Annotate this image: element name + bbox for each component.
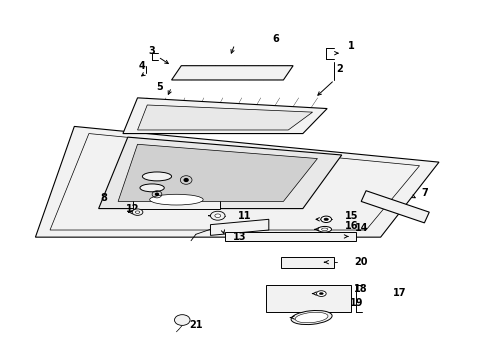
Text: 12: 12 <box>126 203 139 213</box>
Ellipse shape <box>214 214 220 217</box>
Text: 1: 1 <box>347 41 354 51</box>
Text: 14: 14 <box>354 223 367 233</box>
Ellipse shape <box>140 184 164 192</box>
Ellipse shape <box>174 315 190 325</box>
Text: 2: 2 <box>335 64 342 74</box>
Polygon shape <box>132 191 220 208</box>
Text: 21: 21 <box>189 320 202 330</box>
Polygon shape <box>137 105 312 130</box>
Text: 19: 19 <box>349 298 362 308</box>
Ellipse shape <box>319 293 323 295</box>
Polygon shape <box>224 232 356 241</box>
Ellipse shape <box>135 211 140 213</box>
Text: 5: 5 <box>156 82 163 92</box>
Ellipse shape <box>295 312 327 323</box>
Ellipse shape <box>149 194 203 205</box>
Text: 7: 7 <box>420 188 427 198</box>
Polygon shape <box>266 285 351 312</box>
Text: 3: 3 <box>148 46 155 57</box>
Text: 20: 20 <box>354 257 367 267</box>
Polygon shape <box>35 126 438 237</box>
Text: 17: 17 <box>392 288 406 297</box>
Ellipse shape <box>210 211 224 220</box>
Text: 18: 18 <box>354 284 367 294</box>
Ellipse shape <box>142 172 171 181</box>
Text: 9: 9 <box>165 171 172 181</box>
Circle shape <box>155 193 158 195</box>
Polygon shape <box>281 257 334 267</box>
Text: 15: 15 <box>344 211 358 221</box>
Polygon shape <box>361 191 428 223</box>
Text: 6: 6 <box>272 34 279 44</box>
Ellipse shape <box>132 209 142 215</box>
Text: 4: 4 <box>139 61 145 71</box>
Polygon shape <box>171 66 292 80</box>
Text: 10: 10 <box>162 182 176 192</box>
Polygon shape <box>118 144 317 202</box>
Text: 8: 8 <box>100 193 107 203</box>
Polygon shape <box>99 137 341 208</box>
Ellipse shape <box>316 291 325 296</box>
Text: 16: 16 <box>344 221 358 231</box>
Circle shape <box>184 179 188 181</box>
Polygon shape <box>122 98 326 134</box>
Ellipse shape <box>290 310 331 325</box>
Ellipse shape <box>324 218 328 221</box>
Ellipse shape <box>317 226 331 232</box>
Ellipse shape <box>320 216 331 222</box>
Ellipse shape <box>321 228 327 230</box>
Text: 11: 11 <box>237 211 251 221</box>
Polygon shape <box>210 219 268 235</box>
Text: 13: 13 <box>232 232 246 242</box>
